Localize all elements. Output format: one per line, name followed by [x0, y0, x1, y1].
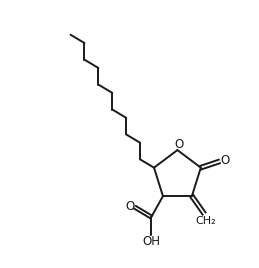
Text: CH₂: CH₂: [195, 216, 216, 226]
Text: O: O: [220, 154, 230, 167]
Text: O: O: [126, 200, 135, 213]
Text: OH: OH: [142, 235, 160, 248]
Text: O: O: [174, 138, 183, 151]
